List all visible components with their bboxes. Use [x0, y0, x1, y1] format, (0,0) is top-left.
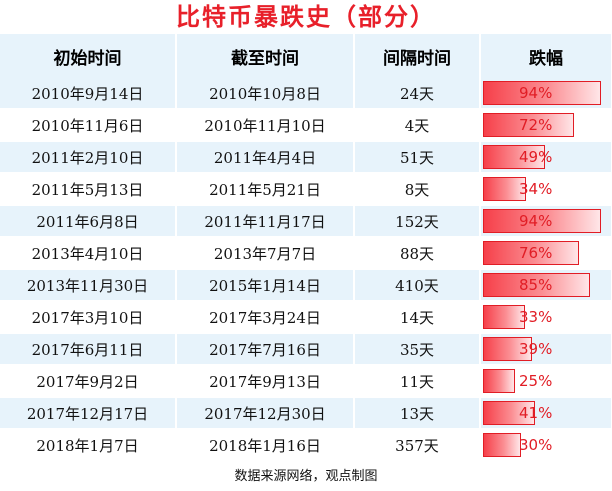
interval-cell: 51天	[354, 141, 481, 174]
start-date-cell: 2011年5月13日	[0, 173, 177, 206]
interval-cell: 24天	[354, 78, 481, 110]
start-date-cell: 2017年9月2日	[0, 365, 177, 398]
drop-label: 76%	[519, 244, 553, 262]
table-body: 2010年9月14日 2010年10月8日 24天 94% 2010年11月6日 2010…	[0, 78, 612, 462]
end-date-cell: 2010年11月10日	[176, 109, 355, 142]
drop-label: 72%	[519, 116, 553, 134]
drop-label: 94%	[519, 212, 553, 230]
interval-cell: 357天	[354, 429, 481, 462]
interval-cell: 35天	[354, 333, 481, 366]
column-header-end-date: 截至时间	[176, 34, 355, 78]
table-row: 2011年2月10日 2011年4月4日 51天 49%	[0, 141, 612, 174]
column-header-start-date: 初始时间	[0, 34, 177, 78]
interval-cell: 13天	[354, 397, 481, 430]
drop-cell: 72%	[480, 109, 612, 142]
table-row: 2010年9月14日 2010年10月8日 24天 94%	[0, 78, 612, 110]
start-date-cell: 2011年6月8日	[0, 205, 177, 238]
drop-label: 30%	[519, 436, 553, 454]
header-row: 初始时间 截至时间 间隔时间 跌幅	[0, 34, 612, 78]
interval-cell: 410天	[354, 269, 481, 302]
drop-label: 33%	[519, 308, 553, 326]
drop-cell: 94%	[480, 78, 612, 110]
table-row: 2017年12月17日 2017年12月30日 13天 41%	[0, 397, 612, 430]
drop-cell: 25%	[480, 365, 612, 398]
end-date-cell: 2011年11月17日	[176, 205, 355, 238]
drop-cell: 76%	[480, 237, 612, 270]
drop-bar	[483, 433, 521, 457]
table-row: 2017年9月2日 2017年9月13日 11天 25%	[0, 365, 612, 398]
drop-bar	[483, 209, 601, 233]
drop-cell: 94%	[480, 205, 612, 238]
drop-bar	[483, 337, 532, 361]
drop-label: 49%	[519, 148, 553, 166]
table-row: 2018年1月7日 2018年1月16日 357天 30%	[0, 429, 612, 462]
drop-label: 41%	[519, 404, 553, 422]
start-date-cell: 2018年1月7日	[0, 429, 177, 462]
drop-bar	[483, 369, 515, 393]
end-date-cell: 2011年4月4日	[176, 141, 355, 174]
start-date-cell: 2013年4月10日	[0, 237, 177, 270]
table-row: 2011年5月13日 2011年5月21日 8天 34%	[0, 173, 612, 206]
start-date-cell: 2017年3月10日	[0, 301, 177, 334]
start-date-cell: 2010年11月6日	[0, 109, 177, 142]
drop-label: 85%	[519, 276, 553, 294]
table-row: 2013年11月30日 2015年1月14日 410天 85%	[0, 269, 612, 302]
drop-bar	[483, 81, 601, 105]
table-row: 2011年6月8日 2011年11月17日 152天 94%	[0, 205, 612, 238]
drop-cell: 39%	[480, 333, 612, 366]
start-date-cell: 2017年12月17日	[0, 397, 177, 430]
start-date-cell: 2010年9月14日	[0, 78, 177, 110]
column-header-interval: 间隔时间	[354, 34, 481, 78]
drop-bar	[483, 113, 574, 137]
table-row: 2010年11月6日 2010年11月10日 4天 72%	[0, 109, 612, 142]
drop-cell: 34%	[480, 173, 612, 206]
table-row: 2017年3月10日 2017年3月24日 14天 33%	[0, 301, 612, 334]
interval-cell: 14天	[354, 301, 481, 334]
drop-bar	[483, 145, 545, 169]
end-date-cell: 2017年3月24日	[176, 301, 355, 334]
interval-cell: 88天	[354, 237, 481, 270]
drop-bar	[483, 305, 525, 329]
drop-bar	[483, 401, 535, 425]
drop-label: 34%	[519, 180, 553, 198]
drop-label: 94%	[519, 84, 553, 102]
end-date-cell: 2011年5月21日	[176, 173, 355, 206]
drop-label: 25%	[519, 372, 553, 390]
end-date-cell: 2017年12月30日	[176, 397, 355, 430]
drop-label: 39%	[519, 340, 553, 358]
start-date-cell: 2013年11月30日	[0, 269, 177, 302]
end-date-cell: 2013年7月7日	[176, 237, 355, 270]
drop-cell: 85%	[480, 269, 612, 302]
column-header-drop: 跌幅	[480, 34, 612, 78]
start-date-cell: 2011年2月10日	[0, 141, 177, 174]
table-row: 2017年6月11日 2017年7月16日 35天 39%	[0, 333, 612, 366]
end-date-cell: 2018年1月16日	[176, 429, 355, 462]
end-date-cell: 2017年9月13日	[176, 365, 355, 398]
drop-cell: 33%	[480, 301, 612, 334]
interval-cell: 152天	[354, 205, 481, 238]
drop-cell: 49%	[480, 141, 612, 174]
drop-bar	[483, 241, 579, 265]
end-date-cell: 2015年1月14日	[176, 269, 355, 302]
table-row: 2013年4月10日 2013年7月7日 88天 76%	[0, 237, 612, 270]
interval-cell: 4天	[354, 109, 481, 142]
source-note: 数据来源网络，观点制图	[234, 469, 378, 484]
interval-cell: 8天	[354, 173, 481, 206]
drop-bar	[483, 177, 526, 201]
start-date-cell: 2017年6月11日	[0, 333, 177, 366]
end-date-cell: 2017年7月16日	[176, 333, 355, 366]
chart-title: 比特币暴跌史（部分）	[176, 3, 436, 31]
drop-bar	[483, 273, 590, 297]
crash-history-table: 初始时间 截至时间 间隔时间 跌幅 2010年9月14日 2010年10月8日 24…	[0, 34, 612, 462]
end-date-cell: 2010年10月8日	[176, 78, 355, 110]
interval-cell: 11天	[354, 365, 481, 398]
drop-cell: 30%	[480, 429, 612, 462]
drop-cell: 41%	[480, 397, 612, 430]
